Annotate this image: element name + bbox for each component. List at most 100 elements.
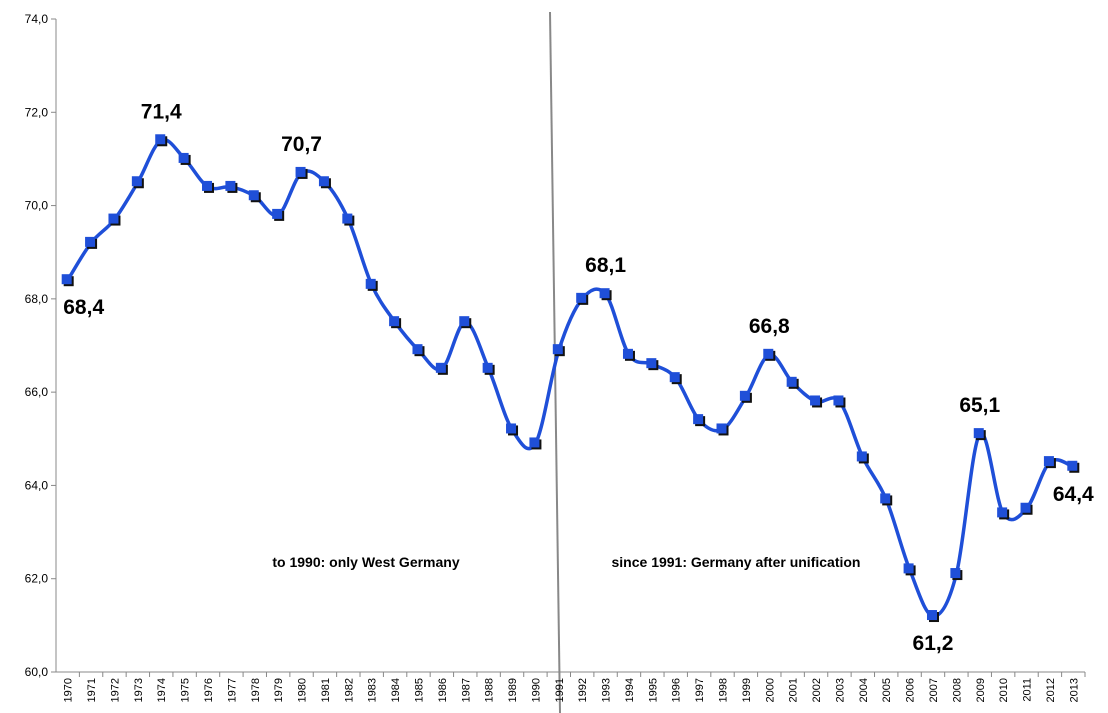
data-label: 70,7 (281, 133, 322, 156)
x-tick-label: 1975 (180, 678, 192, 702)
x-tick-label: 1982 (343, 678, 355, 702)
marker (178, 152, 189, 163)
marker (997, 507, 1008, 518)
marker (739, 390, 750, 401)
data-label: 64,4 (1053, 483, 1094, 506)
y-tick-label: 60,0 (25, 665, 49, 679)
marker (85, 236, 96, 247)
x-tick-label: 1987 (460, 678, 472, 702)
y-tick-label: 68,0 (25, 292, 49, 306)
x-tick-label: 2006 (905, 678, 917, 702)
annotation: since 1991: Germany after unification (612, 554, 861, 570)
marker (61, 274, 72, 285)
marker (599, 288, 610, 299)
x-tick-label: 1971 (86, 678, 98, 702)
x-tick-label: 1997 (694, 678, 706, 702)
data-label: 66,8 (749, 315, 790, 338)
x-tick-label: 2009 (975, 678, 987, 702)
marker (1067, 460, 1078, 471)
x-tick-label: 1988 (484, 678, 496, 702)
marker (295, 166, 306, 177)
marker (622, 348, 633, 359)
x-tick-label: 1990 (530, 678, 542, 702)
x-tick-label: 1973 (133, 678, 145, 702)
data-label: 65,1 (959, 394, 1000, 417)
marker (131, 176, 142, 187)
x-tick-label: 1977 (226, 678, 238, 702)
marker (810, 395, 821, 406)
x-tick-label: 1986 (437, 678, 449, 702)
y-tick-label: 66,0 (25, 385, 49, 399)
marker (155, 134, 166, 145)
marker (716, 423, 727, 434)
marker (1043, 456, 1054, 467)
x-tick-label: 2013 (1068, 678, 1080, 702)
x-tick-label: 2008 (951, 678, 963, 702)
marker (552, 344, 563, 355)
x-tick-label: 1980 (297, 678, 309, 702)
x-tick-label: 1992 (577, 678, 589, 702)
marker (950, 568, 961, 579)
annotation: to 1990: only West Germany (272, 554, 459, 570)
marker (1020, 502, 1031, 513)
marker (506, 423, 517, 434)
marker (576, 292, 587, 303)
marker (482, 362, 493, 373)
x-tick-label: 1999 (741, 678, 753, 702)
marker (202, 180, 213, 191)
x-tick-label: 1978 (250, 678, 262, 702)
x-tick-label: 2002 (811, 678, 823, 702)
marker (669, 372, 680, 383)
marker (225, 180, 236, 191)
marker (272, 208, 283, 219)
x-tick-label: 1972 (109, 678, 121, 702)
x-tick-label: 1974 (156, 678, 168, 702)
x-tick-label: 2011 (1022, 678, 1034, 702)
marker (646, 358, 657, 369)
x-tick-label: 1979 (273, 678, 285, 702)
x-tick-label: 2003 (834, 678, 846, 702)
marker (108, 213, 119, 224)
data-label: 61,2 (913, 632, 954, 655)
x-tick-label: 2000 (764, 678, 776, 702)
marker (459, 316, 470, 327)
data-label: 71,4 (141, 100, 182, 123)
marker (926, 610, 937, 621)
x-tick-label: 1983 (367, 678, 379, 702)
y-tick-label: 72,0 (25, 105, 49, 119)
x-tick-label: 1995 (647, 678, 659, 702)
marker (248, 190, 259, 201)
x-tick-label: 2001 (788, 678, 800, 702)
data-label: 68,4 (63, 296, 104, 319)
x-tick-label: 1994 (624, 678, 636, 702)
x-tick-label: 1981 (320, 678, 332, 702)
marker (833, 395, 844, 406)
x-tick-label: 1991 (554, 678, 566, 702)
marker (389, 316, 400, 327)
marker (786, 376, 797, 387)
x-tick-label: 2005 (881, 678, 893, 702)
x-tick-label: 2004 (858, 678, 870, 702)
data-label: 68,1 (585, 254, 626, 277)
marker (763, 348, 774, 359)
x-tick-label: 1984 (390, 678, 402, 702)
x-tick-label: 2010 (998, 678, 1010, 702)
x-tick-label: 1976 (203, 678, 215, 702)
x-tick-label: 2012 (1045, 678, 1057, 702)
marker (342, 213, 353, 224)
marker (529, 437, 540, 448)
x-tick-label: 1998 (718, 678, 730, 702)
x-tick-label: 1996 (671, 678, 683, 702)
marker (903, 563, 914, 574)
marker (318, 176, 329, 187)
marker (856, 451, 867, 462)
marker (435, 362, 446, 373)
x-tick-label: 1993 (601, 678, 613, 702)
marker (412, 344, 423, 355)
x-tick-label: 1970 (63, 678, 75, 702)
marker (880, 493, 891, 504)
marker (973, 428, 984, 439)
x-tick-label: 1989 (507, 678, 519, 702)
marker (365, 278, 376, 289)
